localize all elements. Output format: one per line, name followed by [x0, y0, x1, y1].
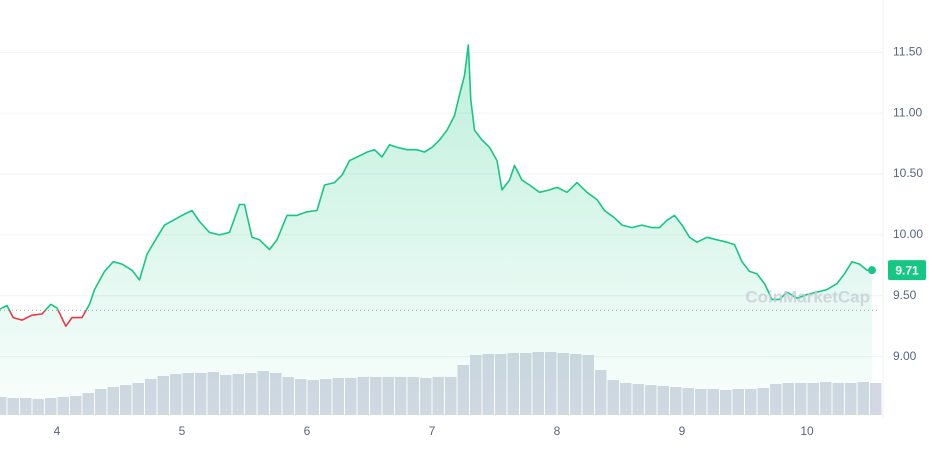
x-tick-label: 8 — [554, 424, 561, 438]
watermark: CoinMarketCap — [745, 287, 870, 306]
last-price-dot — [868, 266, 876, 275]
price-line — [0, 44, 872, 327]
y-tick-label: 11.00 — [893, 105, 922, 119]
price-area — [0, 45, 872, 415]
y-tick-label: 9.00 — [893, 349, 917, 363]
x-tick-label: 5 — [179, 424, 186, 438]
volume-bar — [870, 383, 882, 415]
price-badge-label: 9.71 — [895, 263, 919, 277]
x-tick-label: 4 — [54, 424, 61, 438]
x-tick-label: 7 — [429, 424, 436, 438]
price-badge — [888, 260, 926, 281]
y-tick-label: 10.50 — [893, 166, 923, 180]
x-tick-label: 9 — [679, 424, 686, 438]
y-tick-label: 9.50 — [893, 288, 917, 302]
x-tick-label: 6 — [304, 424, 311, 438]
y-tick-label: 10.00 — [893, 227, 923, 241]
x-tick-label: 10 — [800, 424, 814, 438]
y-tick-label: 11.50 — [893, 45, 922, 59]
